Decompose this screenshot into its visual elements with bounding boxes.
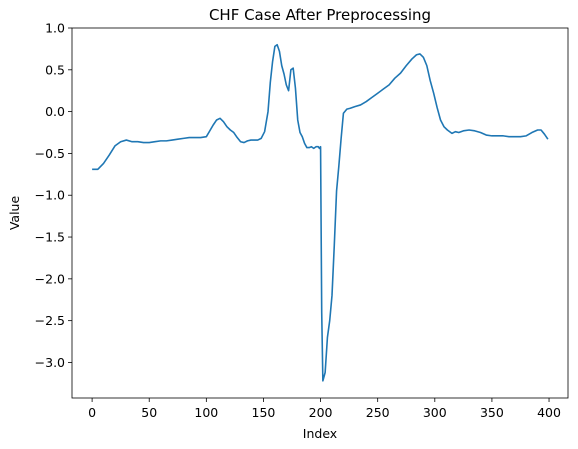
x-tick-label: 300 <box>423 405 447 420</box>
y-tick-label: −1.5 <box>35 230 65 245</box>
y-tick-label: −3.0 <box>35 355 65 370</box>
y-tick-label: −2.0 <box>35 271 65 286</box>
x-tick-label: 200 <box>309 405 333 420</box>
x-tick-label: 100 <box>194 405 218 420</box>
y-tick-label: −0.5 <box>35 146 65 161</box>
x-tick-label: 350 <box>480 405 504 420</box>
y-tick-label: 0.0 <box>45 104 65 119</box>
y-tick-label: −1.0 <box>35 188 65 203</box>
y-tick-label: 1.0 <box>45 21 65 36</box>
x-tick-label: 150 <box>252 405 276 420</box>
y-axis: 1.0 0.5 0.0 −0.5 −1.0 −1.5 −2.0 −2.5 −3.0 <box>35 21 72 370</box>
x-tick-label: 250 <box>366 405 390 420</box>
plot-area <box>71 27 569 399</box>
y-tick-label: 0.5 <box>45 62 65 77</box>
x-tick-label: 0 <box>88 405 96 420</box>
chart-title: CHF Case After Preprocessing <box>209 6 431 24</box>
y-tick-label: −2.5 <box>35 313 65 328</box>
plot-frame <box>71 27 569 399</box>
x-axis-label: Index <box>303 426 337 441</box>
y-axis-label: Value <box>7 196 22 231</box>
x-axis: 0 50 100 150 200 250 300 350 400 <box>88 398 561 420</box>
x-tick-label: 50 <box>141 405 157 420</box>
series-line <box>92 43 549 382</box>
x-tick-label: 400 <box>537 405 561 420</box>
